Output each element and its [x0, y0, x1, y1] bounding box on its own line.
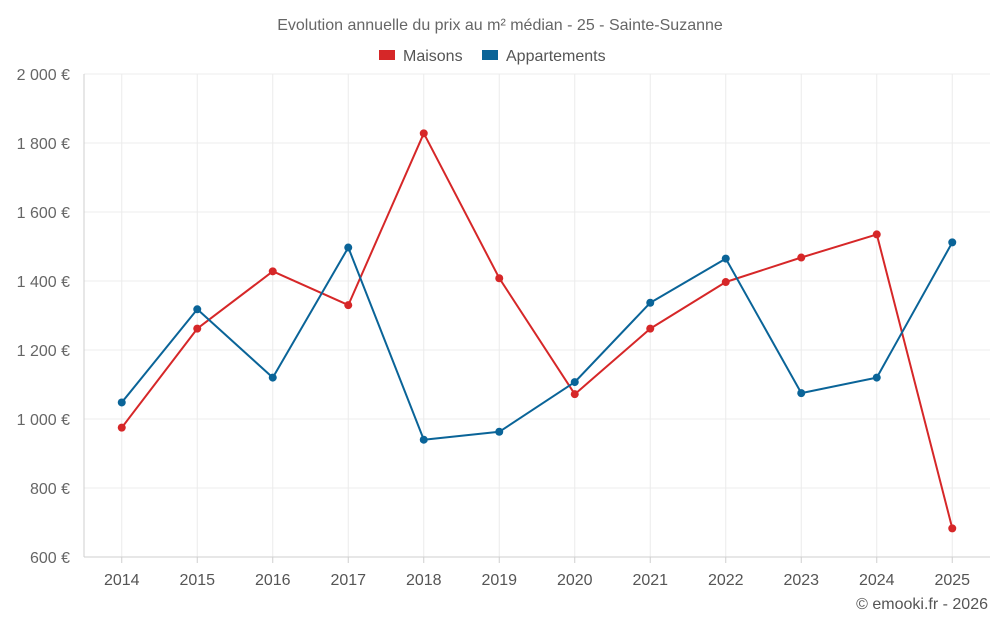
gridlines	[84, 73, 990, 557]
x-tick-label: 2018	[406, 572, 442, 589]
x-tick-label: 2022	[708, 572, 744, 589]
data-point-appartements-2024[interactable]	[872, 373, 881, 382]
legend-label-maisons[interactable]: Maisons	[403, 48, 463, 65]
y-tick-label: 1 800 €	[17, 136, 70, 153]
legend-swatch-appartements	[482, 50, 498, 60]
data-point-maisons-2024[interactable]	[872, 230, 881, 239]
data-point-appartements-2014[interactable]	[117, 398, 126, 407]
data-point-appartements-2015[interactable]	[193, 305, 202, 314]
y-axis-ticks: 600 € 800 € 1 000 € 1 200 € 1 400 € 1 600 € 1 …	[17, 67, 70, 567]
data-point-maisons-2018[interactable]	[419, 129, 428, 138]
x-tick-label: 2016	[255, 572, 291, 589]
x-tick-label: 2021	[632, 572, 668, 589]
data-point-appartements-2021[interactable]	[646, 298, 655, 307]
x-tick-label: 2025	[934, 572, 970, 589]
data-point-maisons-2025[interactable]	[948, 524, 957, 533]
data-point-appartements-2020[interactable]	[570, 378, 579, 387]
chart-legend: Maisons Appartements	[379, 48, 606, 65]
y-tick-label: 1 000 €	[17, 412, 70, 429]
x-tick-label: 2023	[783, 572, 819, 589]
data-point-appartements-2019[interactable]	[495, 427, 504, 436]
series-line-maisons	[120, 132, 954, 530]
data-point-maisons-2022[interactable]	[721, 278, 730, 287]
data-point-maisons-2016[interactable]	[268, 267, 277, 276]
y-tick-label: 1 400 €	[17, 274, 70, 291]
x-tick-label: 2019	[481, 572, 517, 589]
data-point-appartements-2025[interactable]	[948, 238, 957, 247]
data-series	[117, 129, 957, 533]
x-tick-label: 2017	[330, 572, 366, 589]
y-tick-label: 800 €	[30, 481, 70, 498]
data-point-appartements-2018[interactable]	[419, 435, 428, 444]
x-tick-label: 2014	[104, 572, 140, 589]
series-line-appartements	[120, 241, 954, 441]
chart-credit: © emooki.fr - 2026	[856, 596, 988, 613]
data-point-maisons-2017[interactable]	[344, 301, 353, 310]
x-axis-ticks: 2014 2015 2016 2017 2018 2019 2020 2021 2022 2023…	[104, 572, 970, 589]
data-point-appartements-2022[interactable]	[721, 254, 730, 263]
data-point-appartements-2017[interactable]	[344, 243, 353, 252]
legend-swatch-maisons	[379, 50, 395, 60]
chart-title: Evolution annuelle du prix au m² médian …	[277, 17, 723, 34]
y-tick-label: 2 000 €	[17, 67, 70, 84]
x-tick-label: 2015	[179, 572, 215, 589]
data-point-maisons-2021[interactable]	[646, 324, 655, 333]
legend-label-appartements[interactable]: Appartements	[506, 48, 606, 65]
data-point-appartements-2016[interactable]	[268, 373, 277, 382]
x-tick-label: 2020	[557, 572, 593, 589]
x-tick-label: 2024	[859, 572, 895, 589]
y-tick-label: 1 200 €	[17, 343, 70, 360]
data-point-maisons-2014[interactable]	[117, 423, 126, 432]
data-point-maisons-2023[interactable]	[797, 253, 806, 262]
data-point-maisons-2015[interactable]	[193, 324, 202, 333]
data-point-maisons-2019[interactable]	[495, 274, 504, 283]
axes	[83, 74, 990, 563]
y-tick-label: 1 600 €	[17, 205, 70, 222]
y-tick-label: 600 €	[30, 550, 70, 567]
data-point-appartements-2023[interactable]	[797, 389, 806, 398]
data-point-maisons-2020[interactable]	[570, 390, 579, 399]
